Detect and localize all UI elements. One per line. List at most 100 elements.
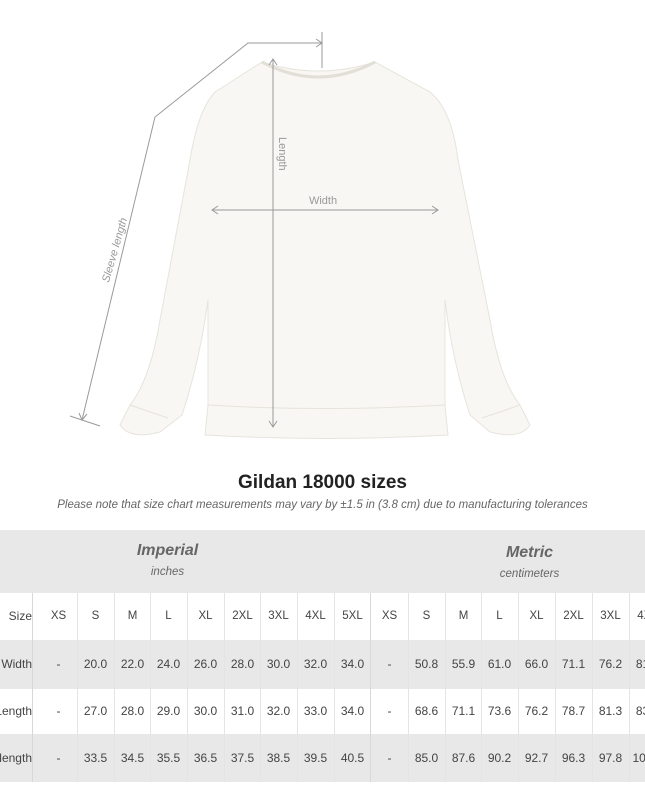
- table-cell-imperial: 34.0: [340, 704, 365, 718]
- column-divider: [260, 593, 261, 782]
- table-cell-imperial: 32.0: [266, 704, 291, 718]
- group-header-band: [0, 530, 645, 593]
- size-header-imperial: M: [127, 610, 138, 622]
- table-cell-imperial: 27.0: [83, 704, 108, 718]
- table-cell-imperial: 32.0: [303, 657, 328, 671]
- size-header-imperial: 4XL: [305, 610, 326, 622]
- size-header-metric: XS: [381, 610, 398, 622]
- column-divider: [445, 593, 446, 782]
- row-label: Width: [1, 657, 32, 671]
- table-cell-imperial: 29.0: [156, 704, 181, 718]
- column-divider: [592, 593, 593, 782]
- table-cell-metric: 87.6: [451, 751, 476, 765]
- metric-unit: centimeters: [499, 568, 560, 580]
- table-cell-metric: 81.3: [598, 704, 623, 718]
- table-cell-metric: 100.3: [632, 751, 645, 765]
- size-header-metric: 4XL: [637, 610, 645, 622]
- imperial-group-header: Imperial inches: [90, 542, 245, 578]
- table-cell-imperial: 22.0: [120, 657, 145, 671]
- table-cell-metric: 92.7: [524, 751, 549, 765]
- size-header-imperial: XS: [50, 610, 67, 622]
- column-divider: [32, 593, 33, 782]
- column-divider: [297, 593, 298, 782]
- size-header-imperial: L: [165, 610, 172, 622]
- row-label-size: Size: [8, 609, 32, 623]
- table-cell-imperial: 34.5: [120, 751, 145, 765]
- table-cell-imperial: -: [56, 751, 61, 765]
- size-header-metric: L: [496, 610, 503, 622]
- sweatshirt-illustration: [119, 60, 531, 439]
- table-cell-metric: 71.1: [561, 657, 586, 671]
- table-cell-metric: -: [387, 657, 392, 671]
- row-label: Sleeve length: [0, 751, 32, 765]
- metric-group-header: Metric centimeters: [452, 544, 607, 580]
- table-cell-metric: 76.2: [598, 657, 623, 671]
- size-header-imperial: S: [91, 610, 100, 622]
- table-cell-metric: 81.3: [635, 657, 645, 671]
- table-cell-imperial: 35.5: [156, 751, 181, 765]
- sweatshirt-diagram: Length Width Sleeve length: [69, 32, 531, 439]
- row-label: Length: [0, 704, 32, 718]
- table-cell-imperial: 20.0: [83, 657, 108, 671]
- measurement-lines: [69, 32, 439, 428]
- table-cell-imperial: 24.0: [156, 657, 181, 671]
- table-cell-imperial: 39.5: [303, 751, 328, 765]
- column-divider: [555, 593, 556, 782]
- table-cell-imperial: 30.0: [266, 657, 291, 671]
- size-header-imperial: 3XL: [268, 610, 289, 622]
- column-divider: [370, 593, 371, 782]
- table-cell-metric: 78.7: [561, 704, 586, 718]
- table-cell-metric: 85.0: [414, 751, 439, 765]
- column-divider: [114, 593, 115, 782]
- table-cell-metric: 76.2: [524, 704, 549, 718]
- table-cell-imperial: 26.0: [193, 657, 218, 671]
- row-band: [0, 640, 645, 689]
- table-cell-metric: 55.9: [451, 657, 476, 671]
- column-divider: [629, 593, 630, 782]
- length-label: Length: [276, 137, 288, 171]
- table-cell-metric: 90.2: [487, 751, 512, 765]
- size-table: Imperial inches Metric centimeters Size X…: [0, 530, 645, 782]
- table-cell-metric: -: [387, 704, 392, 718]
- table-cell-metric: 50.8: [414, 657, 439, 671]
- imperial-heading: Imperial: [136, 542, 199, 559]
- column-divider: [481, 593, 482, 782]
- size-header-imperial: 2XL: [232, 610, 253, 622]
- column-divider: [408, 593, 409, 782]
- sleeve-line: [81, 42, 322, 421]
- table-cell-imperial: 37.5: [230, 751, 255, 765]
- chart-title: Gildan 18000 sizes: [238, 472, 407, 493]
- table-cell-imperial: 28.0: [120, 704, 145, 718]
- size-header-metric: 3XL: [600, 610, 621, 622]
- column-divider: [224, 593, 225, 782]
- table-cell-imperial: 28.0: [230, 657, 255, 671]
- table-cell-imperial: -: [56, 657, 61, 671]
- table-cell-imperial: 30.0: [193, 704, 218, 718]
- table-cell-metric: 61.0: [487, 657, 512, 671]
- table-cell-metric: 73.6: [487, 704, 512, 718]
- table-cell-imperial: 36.5: [193, 751, 218, 765]
- table-cell-metric: 83.8: [635, 704, 645, 718]
- table-cell-metric: 96.3: [561, 751, 586, 765]
- width-label: Width: [309, 195, 337, 207]
- tolerance-note: Please note that size chart measurements…: [57, 499, 588, 511]
- table-cell-imperial: 31.0: [230, 704, 255, 718]
- table-cell-imperial: 40.5: [340, 751, 365, 765]
- sleeve-length-label: Sleeve length: [100, 216, 130, 283]
- column-divider: [150, 593, 151, 782]
- table-cell-metric: 71.1: [451, 704, 476, 718]
- size-header-imperial: XL: [198, 610, 213, 622]
- size-header-metric: S: [422, 610, 431, 622]
- table-cell-metric: 68.6: [414, 704, 439, 718]
- column-divider: [334, 593, 335, 782]
- table-cell-metric: -: [387, 751, 392, 765]
- column-divider: [518, 593, 519, 782]
- row-band: [0, 734, 645, 782]
- table-cell-imperial: 33.5: [83, 751, 108, 765]
- table-cell-imperial: 38.5: [266, 751, 291, 765]
- size-header-metric: XL: [529, 610, 544, 622]
- size-header-metric: M: [458, 610, 469, 622]
- table-cell-metric: 66.0: [524, 657, 549, 671]
- column-divider: [187, 593, 188, 782]
- size-header-metric: 2XL: [563, 610, 584, 622]
